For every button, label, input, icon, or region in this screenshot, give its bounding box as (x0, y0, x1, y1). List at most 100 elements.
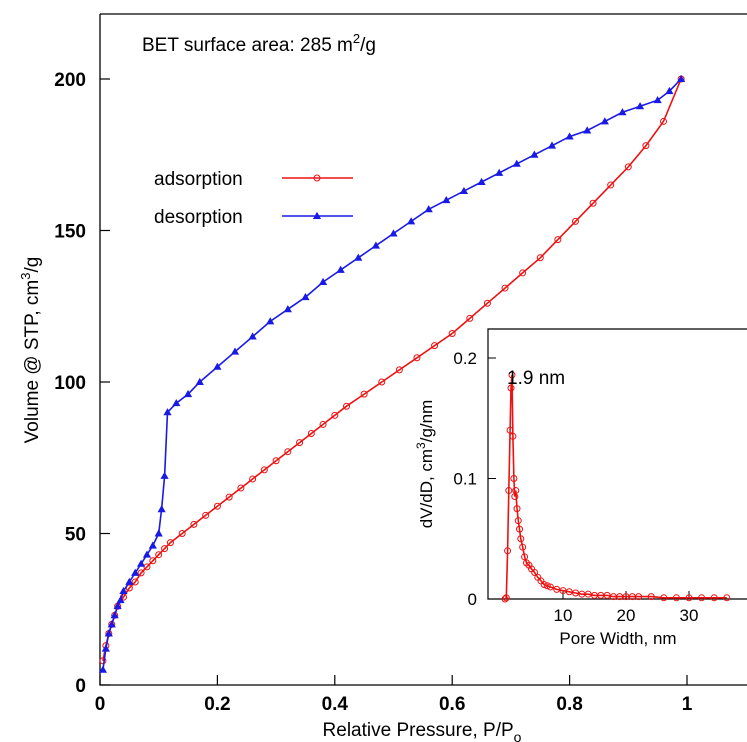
inset-peak-annotation: 1.9 nm (507, 368, 565, 389)
data-point-desorption (125, 577, 134, 585)
main-x-tick-label: 0.6 (439, 694, 465, 715)
data-point-adsorption (343, 402, 351, 410)
data-point-desorption (354, 253, 363, 261)
main-y-tick-label: 50 (65, 525, 86, 546)
data-point-adsorption (483, 299, 491, 307)
data-point-adsorption (319, 420, 327, 428)
data-point-desorption (283, 305, 292, 313)
data-point-desorption (131, 568, 140, 576)
data-point-desorption (665, 86, 674, 95)
data-point-desorption (104, 629, 113, 637)
data-point-desorption (389, 229, 398, 237)
data-point-desorption (677, 74, 686, 82)
data-point-adsorption (213, 502, 221, 510)
data-point-desorption (565, 132, 574, 140)
data-point-desorption (442, 195, 451, 204)
legend-label-adsorption: adsorption (154, 169, 243, 190)
inset-data-point (510, 475, 518, 482)
data-point-adsorption (272, 457, 280, 465)
inset-data-point (508, 371, 516, 379)
inset-data-point (723, 594, 731, 602)
inset-data-point (502, 594, 510, 602)
main-y-tick-label: 0 (75, 676, 86, 697)
inset-data-point (540, 581, 548, 589)
main-x-axis-title: Relative Pressure, P/Po (323, 720, 522, 742)
data-point-adsorption (149, 557, 157, 565)
data-point-desorption (635, 102, 645, 110)
inset-background (488, 329, 747, 599)
data-point-desorption (110, 611, 119, 619)
data-point-adsorption (137, 569, 145, 577)
inset-data-point (509, 432, 517, 440)
inset-x-tick-label: 20 (617, 606, 636, 625)
data-point-adsorption (166, 539, 174, 547)
data-point-desorption (424, 205, 433, 213)
data-point-adsorption (589, 199, 597, 207)
inset-data-point (660, 594, 668, 602)
main-y-tick-label: 150 (54, 222, 86, 243)
inset-y-axis-title: dV/dD, cm3/g/nm (414, 400, 436, 529)
data-point-desorption (119, 586, 128, 595)
data-point-adsorption (642, 142, 650, 150)
inset-data-point (647, 593, 655, 601)
inset-data-point (504, 547, 512, 555)
inset-data-point (517, 535, 525, 543)
data-point-desorption (477, 177, 486, 185)
inset-data-point (565, 588, 573, 596)
inset-data-point (543, 582, 551, 590)
data-point-desorption (407, 217, 416, 225)
legend-marker-adsorption (313, 174, 321, 182)
data-point-adsorption (536, 254, 544, 262)
main-x-tick-label: 0.4 (322, 694, 349, 715)
data-point-desorption (547, 141, 557, 149)
inset-data-point (553, 585, 561, 593)
main-y-tick-label: 100 (54, 373, 86, 394)
data-point-desorption (163, 408, 172, 416)
data-point-adsorption (237, 484, 245, 492)
data-point-desorption (230, 347, 240, 355)
data-point-desorption (113, 602, 122, 610)
data-point-adsorption (607, 181, 615, 189)
main-y-tick-label: 200 (54, 70, 86, 91)
data-point-adsorption (431, 342, 439, 350)
data-point-desorption (101, 644, 110, 652)
data-point-desorption (157, 505, 166, 513)
data-point-desorption (116, 595, 125, 604)
inset-data-point (519, 543, 527, 551)
data-point-adsorption (99, 657, 107, 665)
data-point-desorption (107, 620, 116, 628)
bet-annotation: BET surface area: 285 m2/g (142, 31, 376, 56)
data-point-desorption (148, 541, 157, 549)
data-point-desorption (600, 117, 609, 125)
data-point-desorption (248, 332, 257, 340)
inset-data-point (546, 583, 554, 591)
main-x-tick-label: 0 (95, 694, 106, 715)
inset-data-point (672, 594, 680, 602)
inset-data-point (506, 426, 514, 434)
data-point-adsorption (413, 354, 421, 362)
inset-data-point (507, 384, 515, 392)
data-point-adsorption (660, 117, 668, 125)
data-point-desorption (459, 186, 469, 195)
inset-data-point (710, 594, 718, 602)
data-point-desorption (653, 96, 662, 104)
data-point-adsorption (131, 578, 139, 586)
data-point-desorption (213, 362, 222, 370)
inset-data-point (512, 487, 520, 495)
data-point-adsorption (190, 520, 198, 528)
data-point-desorption (142, 550, 152, 558)
inset-data-point (635, 593, 643, 601)
data-point-adsorption (296, 439, 304, 447)
inset-data-point (516, 525, 524, 533)
data-point-adsorption (331, 411, 339, 419)
inset-y-tick-label: 0.1 (453, 470, 477, 489)
data-point-desorption (266, 317, 275, 325)
inset-data-point (572, 589, 580, 597)
data-point-adsorption (260, 466, 268, 474)
series-line-adsorption (102, 78, 682, 661)
inset-x-tick-label: 30 (680, 606, 699, 625)
inset-data-point (531, 568, 539, 576)
data-point-desorption (336, 265, 345, 273)
